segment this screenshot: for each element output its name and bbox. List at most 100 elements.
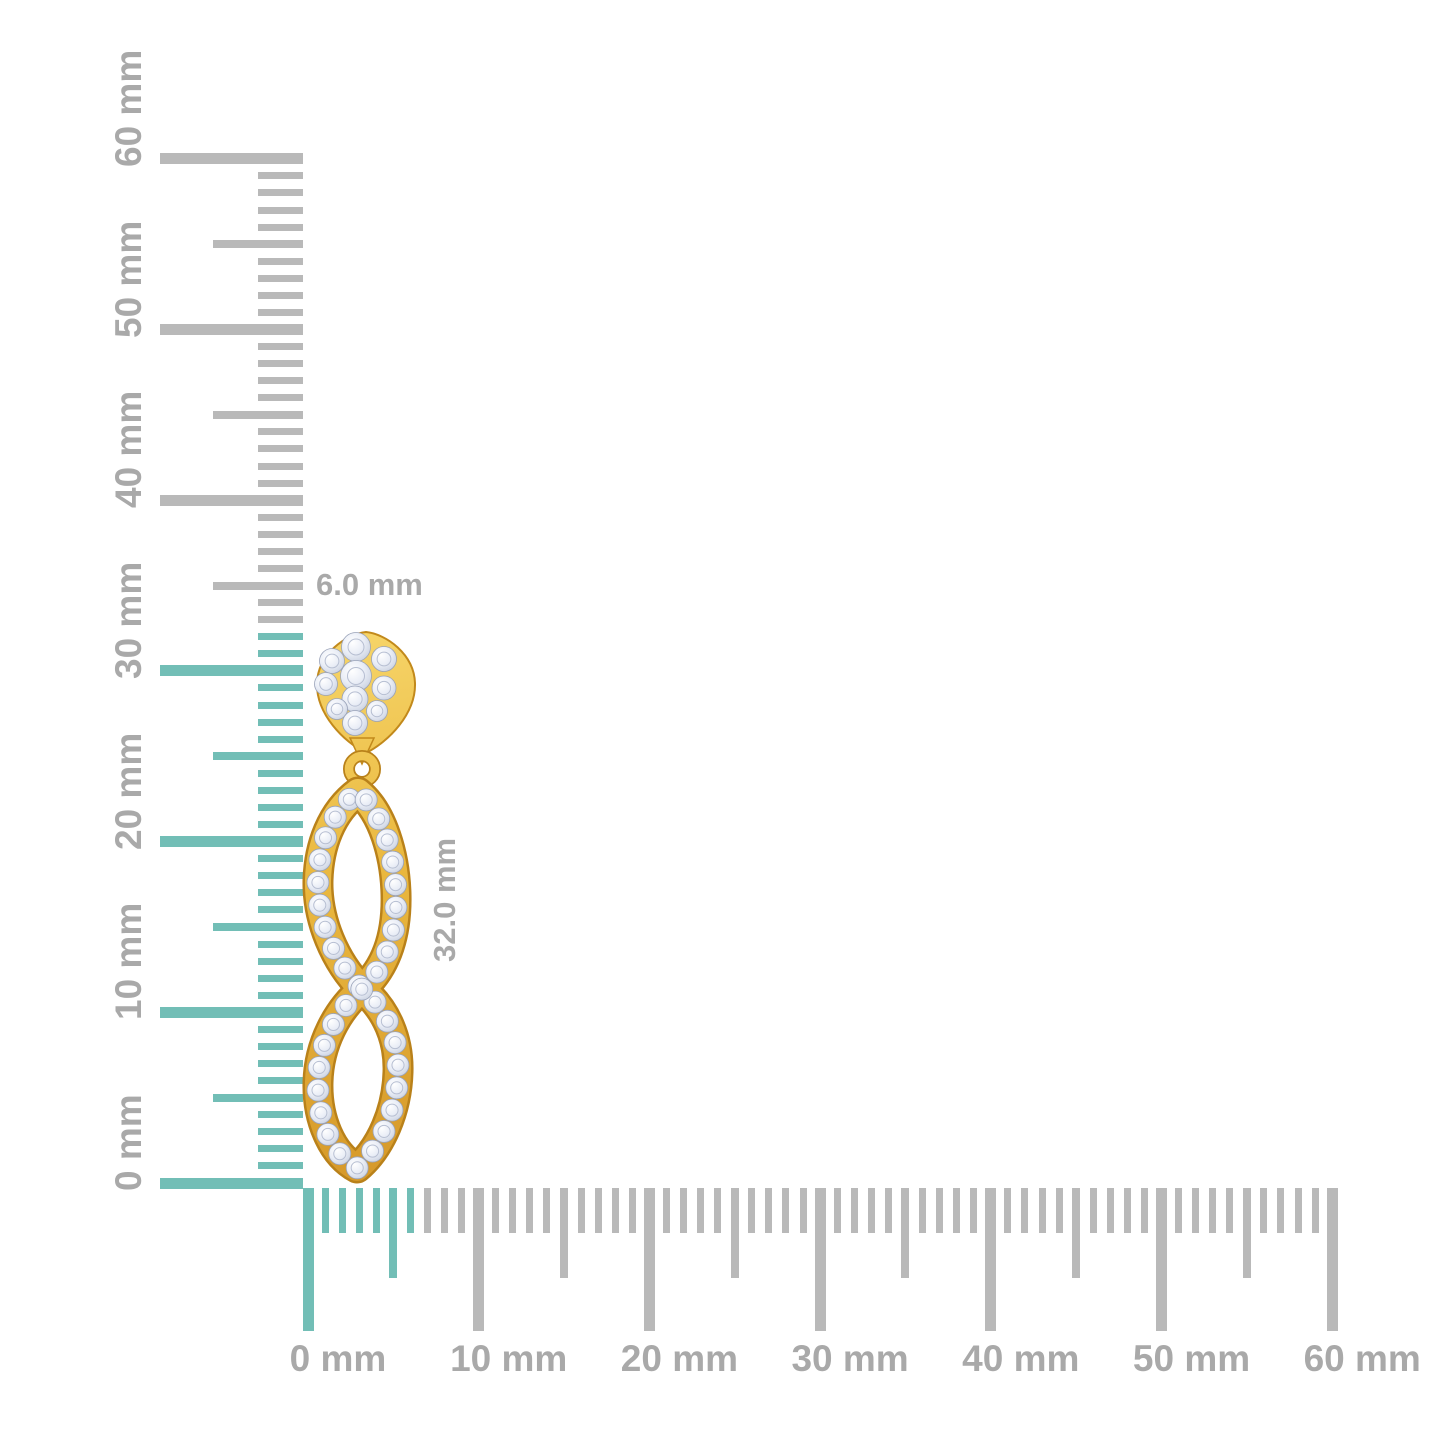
diamond-facet bbox=[339, 998, 353, 1013]
diamond bbox=[381, 850, 405, 874]
diamond-facet bbox=[376, 651, 392, 667]
diamond-facet bbox=[326, 941, 341, 955]
ruler-tick bbox=[867, 1188, 875, 1233]
ruler-tick bbox=[1242, 1188, 1251, 1278]
diamond bbox=[307, 1056, 331, 1079]
ruler-tick bbox=[258, 428, 303, 436]
ruler-tick bbox=[1156, 1188, 1167, 1331]
ruler-tick bbox=[970, 1188, 978, 1233]
ruler-tick bbox=[258, 343, 303, 351]
ruler-tick bbox=[258, 513, 303, 521]
ruler-tick bbox=[258, 974, 303, 982]
diamond bbox=[323, 805, 347, 829]
ruler-tick bbox=[1123, 1188, 1131, 1233]
ruler-tick bbox=[748, 1188, 756, 1233]
ruler-tick bbox=[953, 1188, 961, 1233]
diamond bbox=[341, 632, 371, 662]
ruler-tick bbox=[258, 906, 303, 914]
width-dimension-label: 6.0 mm bbox=[316, 567, 423, 602]
ruler-tick bbox=[473, 1188, 485, 1331]
horizontal-ruler-label: 20 mm bbox=[620, 1338, 739, 1379]
ruler-tick bbox=[850, 1188, 858, 1233]
diamond-facet bbox=[319, 677, 333, 691]
ruler-tick bbox=[258, 786, 303, 794]
diamond-facet bbox=[314, 1106, 328, 1120]
diamond bbox=[328, 1142, 352, 1166]
ruler-tick bbox=[577, 1188, 585, 1233]
diamond-facet bbox=[391, 1058, 405, 1072]
diamond-facet bbox=[372, 812, 386, 826]
ruler-tick bbox=[1072, 1188, 1081, 1278]
ruler-tick bbox=[814, 1188, 826, 1331]
ruler-tick bbox=[160, 494, 303, 506]
vertical-ruler-label: 30 mm bbox=[108, 561, 149, 679]
ruler-tick bbox=[389, 1188, 398, 1278]
ruler-tick bbox=[1311, 1188, 1319, 1233]
diamond bbox=[309, 1101, 333, 1125]
ruler-tick bbox=[560, 1188, 569, 1278]
diamond-facet bbox=[370, 965, 384, 979]
diamond-facet bbox=[311, 1083, 325, 1097]
diamond bbox=[319, 648, 345, 674]
ruler-tick bbox=[423, 1188, 431, 1233]
ruler-tick bbox=[160, 665, 303, 677]
ruler-tick bbox=[643, 1188, 655, 1331]
ruler-tick bbox=[1055, 1188, 1063, 1233]
diamond-facet bbox=[389, 900, 403, 914]
ruler-tick bbox=[1260, 1188, 1268, 1233]
ruler-tick bbox=[258, 718, 303, 726]
ruler-tick bbox=[160, 836, 303, 848]
ruler-tick bbox=[258, 1111, 303, 1119]
ruler-tick bbox=[213, 1093, 303, 1102]
vertical-ruler-label: 50 mm bbox=[108, 220, 149, 338]
diamond-facet bbox=[347, 715, 363, 731]
diamond-facet bbox=[380, 1014, 394, 1028]
diamond-facet bbox=[312, 1060, 326, 1075]
diamond-facet bbox=[359, 793, 373, 807]
diamond bbox=[384, 895, 408, 919]
diamond-facet bbox=[380, 833, 394, 847]
ruler-tick bbox=[697, 1188, 705, 1233]
diamond bbox=[371, 675, 397, 701]
ruler-tick bbox=[901, 1188, 910, 1278]
ruler-tick bbox=[213, 752, 303, 761]
pave-diamonds bbox=[306, 632, 410, 1180]
horizontal-ruler-label: 30 mm bbox=[791, 1338, 909, 1379]
ruler-tick bbox=[258, 445, 303, 453]
diamond-facet bbox=[370, 704, 384, 718]
ruler-tick bbox=[258, 889, 303, 897]
ruler-tick bbox=[1277, 1188, 1285, 1233]
ruler-tick bbox=[1175, 1188, 1183, 1233]
ruler-tick bbox=[258, 462, 303, 470]
ruler-tick bbox=[258, 684, 303, 692]
diamond bbox=[381, 918, 405, 942]
diamond-facet bbox=[313, 853, 327, 867]
vertical-ruler-label: 10 mm bbox=[108, 903, 149, 1021]
diamond bbox=[383, 1031, 407, 1054]
ruler-tick bbox=[258, 991, 303, 999]
diamond-facet bbox=[376, 680, 392, 696]
ruler-tick bbox=[1226, 1188, 1234, 1233]
ruler-tick bbox=[662, 1188, 670, 1233]
diamond bbox=[322, 937, 345, 960]
diamond bbox=[333, 956, 357, 980]
ruler-tick bbox=[765, 1188, 773, 1233]
diamond-facet bbox=[386, 855, 400, 869]
diamond-facet bbox=[313, 898, 327, 912]
ruler-tick bbox=[258, 1162, 303, 1170]
ruler-tick bbox=[258, 633, 303, 641]
ruler-tick bbox=[258, 1025, 303, 1033]
diamond bbox=[366, 700, 388, 722]
ruler-tick bbox=[1004, 1188, 1012, 1233]
diamond bbox=[313, 915, 337, 939]
ruler-tick bbox=[1294, 1188, 1302, 1233]
horizontal-ruler-label: 60 mm bbox=[1303, 1338, 1421, 1379]
diamond-facet bbox=[385, 1103, 399, 1117]
ruler-tick bbox=[258, 257, 303, 265]
diamond bbox=[375, 828, 399, 852]
ruler-tick bbox=[258, 957, 303, 965]
ruler-tick bbox=[258, 1042, 303, 1050]
diamond-facet bbox=[347, 638, 365, 656]
diamond-facet bbox=[347, 691, 363, 707]
diamond bbox=[375, 1009, 399, 1033]
